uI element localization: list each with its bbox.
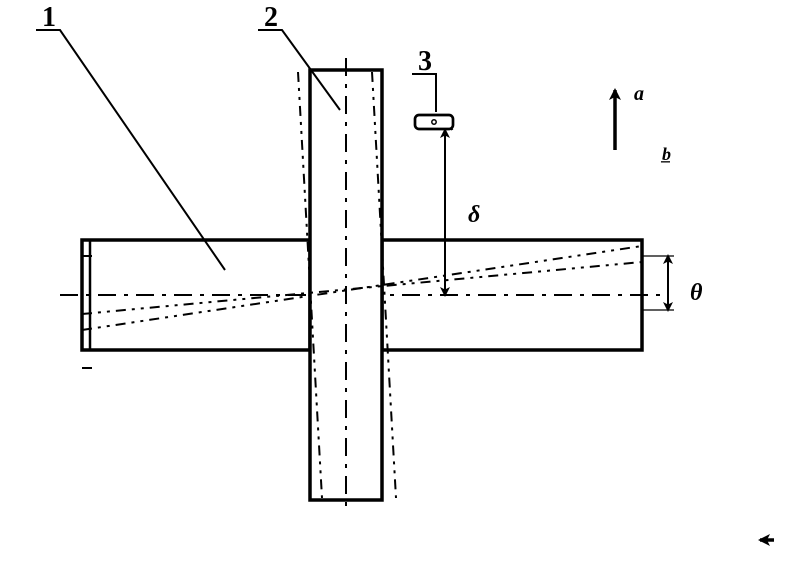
label-axis-b: b̲: [661, 144, 671, 164]
label-1: 1: [42, 2, 56, 33]
label-delta: δ: [468, 202, 480, 228]
label-2: 2: [264, 2, 278, 33]
label-theta: θ: [690, 280, 703, 306]
label-3: 3: [418, 46, 432, 77]
sensor: [415, 115, 453, 129]
label-axis-a: a: [634, 83, 644, 105]
shaft-left: [82, 240, 310, 350]
leader-3: [412, 74, 436, 112]
leader-1: [36, 30, 225, 270]
sensor-dot: [432, 120, 436, 124]
